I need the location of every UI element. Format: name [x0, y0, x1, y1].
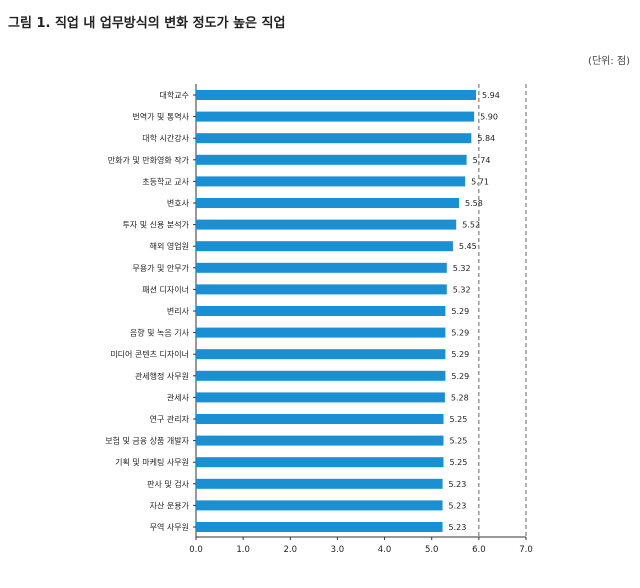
value-label: 5.84	[477, 134, 495, 143]
value-label: 5.52	[462, 221, 480, 230]
bar	[196, 111, 475, 122]
category-label: 변리사	[167, 306, 190, 316]
x-tick-label: 7.0	[519, 545, 533, 555]
value-label: 5.29	[451, 329, 469, 338]
value-label: 5.29	[451, 307, 469, 316]
bar	[196, 154, 467, 165]
category-label: 번역가 및 통역사	[132, 112, 189, 122]
bar	[196, 478, 443, 489]
category-label: 패션 디자이너	[142, 284, 189, 294]
value-label: 5.29	[451, 372, 469, 381]
bar	[196, 176, 466, 187]
bar	[196, 500, 443, 511]
bar	[196, 133, 472, 144]
x-tick-label: 2.0	[284, 545, 298, 555]
value-label: 5.25	[450, 415, 468, 424]
category-label: 투자 및 신용 분석가	[122, 220, 189, 230]
category-label: 변호사	[167, 198, 190, 208]
category-label: 자산 운용가	[150, 500, 190, 510]
bar	[196, 241, 453, 252]
category-label: 대학교수	[160, 90, 189, 100]
bar	[196, 90, 477, 100]
value-label: 5.25	[450, 458, 468, 467]
bar	[196, 284, 447, 295]
value-label: 5.29	[451, 350, 469, 359]
bar	[196, 457, 444, 468]
x-tick-label: 6.0	[472, 545, 486, 555]
value-label: 5.25	[450, 437, 468, 446]
category-label: 만화가 및 만화영화 작가	[108, 155, 190, 165]
bar	[196, 370, 446, 381]
value-label: 5.94	[482, 91, 500, 100]
category-label: 음향 및 녹음 기사	[130, 328, 190, 338]
value-label: 5.23	[449, 501, 467, 510]
unit-note: (단위: 점)	[588, 56, 630, 67]
x-tick-label: 3.0	[331, 545, 345, 555]
value-label: 5.23	[449, 523, 467, 532]
bar	[196, 306, 446, 316]
bar	[196, 262, 447, 273]
figure-title: 그림 1. 직업 내 업무방식의 변화 정도가 높은 직업	[8, 16, 286, 31]
category-label: 보험 및 금융 상품 개발자	[105, 436, 189, 446]
value-label: 5.74	[473, 156, 491, 165]
bar	[196, 219, 457, 230]
x-tick-label: 4.0	[378, 545, 392, 555]
value-label: 5.32	[453, 264, 471, 273]
x-tick-label: 1.0	[236, 545, 250, 555]
category-label: 관세행정 사무원	[135, 371, 189, 381]
category-label: 연구 관리자	[150, 414, 190, 424]
value-label: 5.23	[449, 480, 467, 489]
category-label: 판사 및 검사	[147, 479, 190, 489]
bar	[196, 392, 445, 403]
category-label: 미디어 콘텐츠 디자이너	[110, 349, 189, 359]
category-label: 무역 사무원	[150, 522, 189, 532]
value-label: 5.32	[453, 285, 471, 294]
bar	[196, 327, 446, 338]
value-label: 5.58	[465, 199, 483, 208]
bar	[196, 414, 444, 424]
value-label: 5.71	[471, 177, 489, 186]
x-tick-label: 5.0	[425, 545, 439, 555]
value-label: 5.45	[459, 242, 477, 251]
bar	[196, 198, 460, 208]
category-label: 대학 시간강사	[142, 133, 189, 143]
value-label: 5.28	[451, 393, 469, 402]
bar	[196, 435, 444, 446]
category-label: 관세사	[167, 392, 190, 402]
value-label: 5.90	[480, 113, 498, 122]
x-tick-label: 0.0	[189, 545, 203, 555]
bar	[196, 522, 443, 532]
category-label: 해외 영업원	[150, 241, 189, 251]
category-label: 무용가 및 안무가	[132, 263, 189, 273]
bar	[196, 349, 446, 360]
category-label: 기획 및 마케팅 사무원	[115, 457, 189, 467]
category-label: 초등학교 교사	[142, 176, 189, 186]
